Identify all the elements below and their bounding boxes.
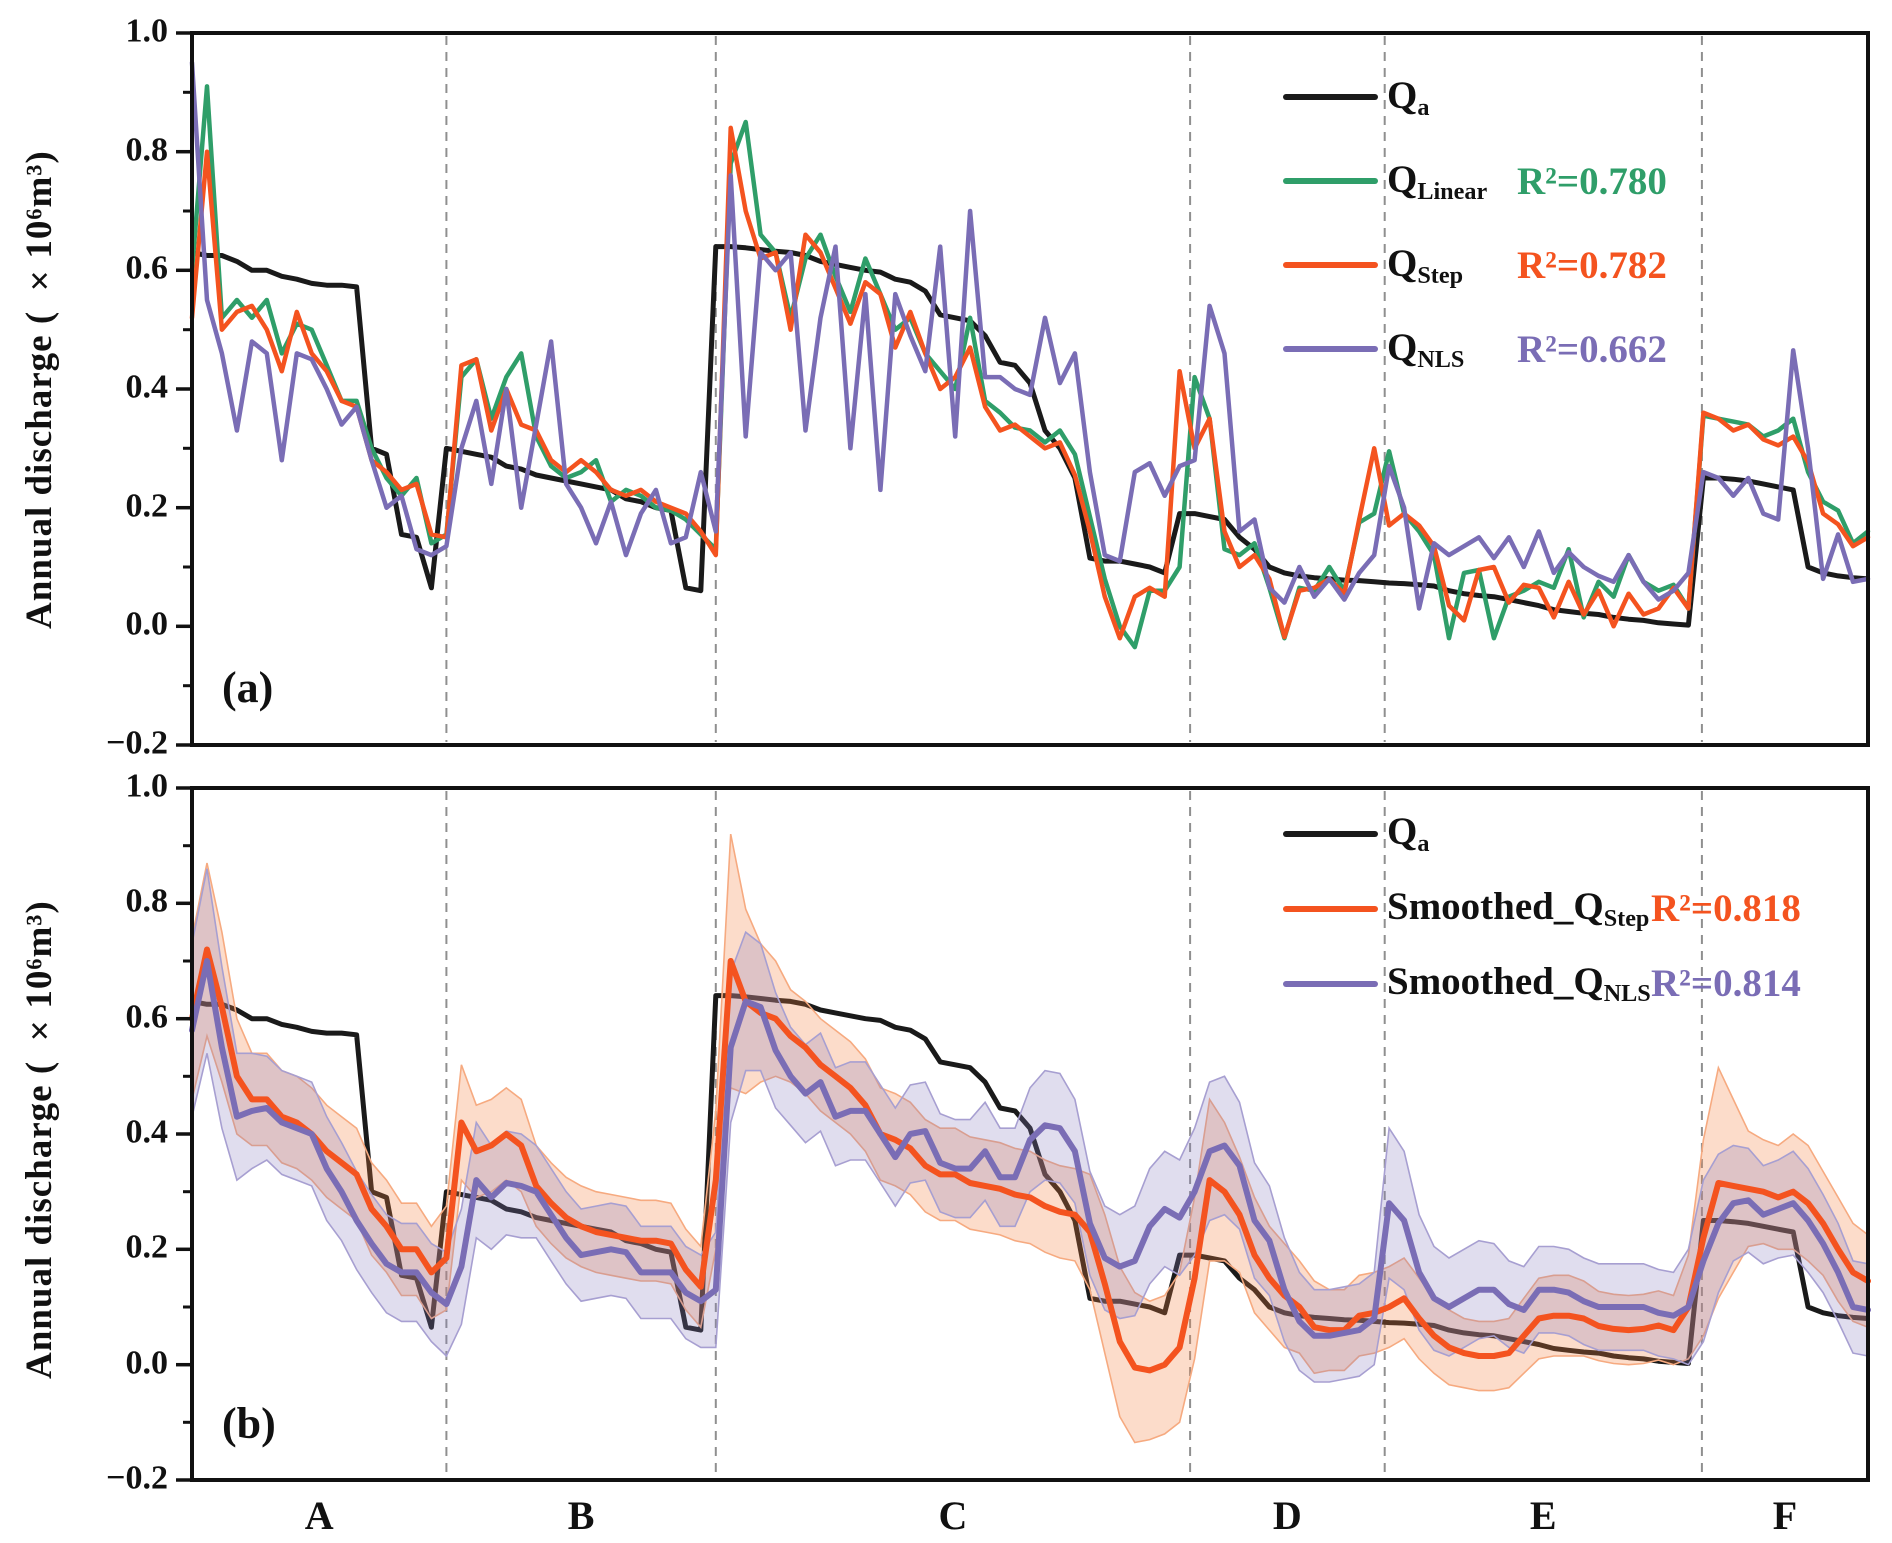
uncertainty-band: [192, 868, 1868, 1382]
legend-row: QStep R²=0.782: [1283, 223, 1667, 307]
y-tick-label: −0.2: [106, 724, 168, 762]
legend-label: QNLS: [1387, 325, 1465, 373]
legend-r-squared: R²=0.814: [1651, 962, 1801, 1005]
legend-swatch-line: [1283, 262, 1378, 268]
legend-swatch-line: [1283, 830, 1378, 837]
legend-r-squared: R²=0.782: [1517, 243, 1667, 287]
y-tick-label: 0.0: [125, 1344, 169, 1382]
legend-label: Smoothed_QNLS: [1387, 960, 1651, 1007]
legend-row: Smoothed_QStep R²=0.818: [1283, 871, 1801, 946]
series-line-qa: [191, 244, 1869, 628]
legend-r-squared: R²=0.780: [1517, 159, 1667, 203]
legend-label: QStep: [1387, 241, 1464, 289]
band-edge-lower: [191, 1053, 1869, 1383]
legend-row: Smoothed_QNLS R²=0.814: [1283, 946, 1801, 1021]
y-tick-label: 0.6: [125, 998, 169, 1036]
y-tick-label: 0.8: [125, 882, 169, 920]
y-tick-label: 0.0: [125, 605, 169, 643]
x-section-label-E: E: [1529, 1493, 1557, 1538]
legend-label: Smoothed_QStep: [1387, 885, 1650, 932]
x-section-label-D: D: [1272, 1493, 1302, 1538]
y-axis-label-panel-b: Annual discharge ( ×10⁶m³): [19, 900, 60, 1380]
legend-panel-b: Qa Smoothed_QStep R²=0.818 Smoothed_QNLS R²=…: [1283, 796, 1801, 1021]
y-tick-label: 0.4: [125, 1113, 169, 1151]
legend-swatch-line: [1283, 178, 1378, 184]
series-line-smoothed_q_step: [189, 946, 1871, 1374]
y-tick-label: 1.0: [125, 12, 169, 50]
legend-label: Qa: [1387, 810, 1430, 857]
panel-letter-a: (a): [222, 663, 274, 712]
y-tick-label: 0.6: [125, 249, 169, 287]
legend-swatch-line: [1283, 94, 1378, 100]
legend-label: QLinear: [1387, 157, 1488, 205]
x-section-label-B: B: [567, 1493, 595, 1538]
series-line-q_nls: [189, 60, 1871, 611]
y-tick-label: 0.4: [125, 368, 169, 406]
band-edge-upper: [191, 833, 1869, 1323]
y-tick-label: 0.8: [125, 131, 169, 169]
legend-label: Qa: [1387, 73, 1430, 121]
y-axis-label-panel-a: Annual discharge ( ×10⁶m³): [19, 150, 60, 630]
legend-row: Qa: [1283, 796, 1801, 871]
series-line-smoothed_q_nls: [189, 958, 1871, 1339]
y-tick-label: −0.2: [106, 1459, 168, 1497]
x-section-label-C: C: [938, 1493, 968, 1538]
y-tick-label: 0.2: [125, 487, 169, 525]
series-line-q_step: [189, 125, 1871, 641]
y-tick-label: 1.0: [125, 767, 169, 805]
legend-row: Qa: [1283, 55, 1667, 139]
legend-swatch-line: [1283, 980, 1378, 987]
panel-letter-b: (b): [222, 1399, 276, 1448]
legend-r-squared: R²=0.662: [1517, 327, 1667, 371]
x-section-label-F: F: [1772, 1493, 1798, 1538]
legend-swatch-line: [1283, 905, 1378, 912]
legend-row: QLinear R²=0.780: [1283, 139, 1667, 223]
legend-r-squared: R²=0.818: [1651, 887, 1801, 930]
x-section-label-A: A: [304, 1493, 334, 1538]
legend-swatch-line: [1283, 346, 1378, 352]
band-edge-upper: [191, 868, 1869, 1291]
legend-panel-a: Qa QLinear R²=0.780 QStep R²=0.782 QNLS R²=0.6…: [1283, 55, 1667, 391]
legend-row: QNLS R²=0.662: [1283, 307, 1667, 391]
y-tick-label: 0.2: [125, 1228, 169, 1266]
